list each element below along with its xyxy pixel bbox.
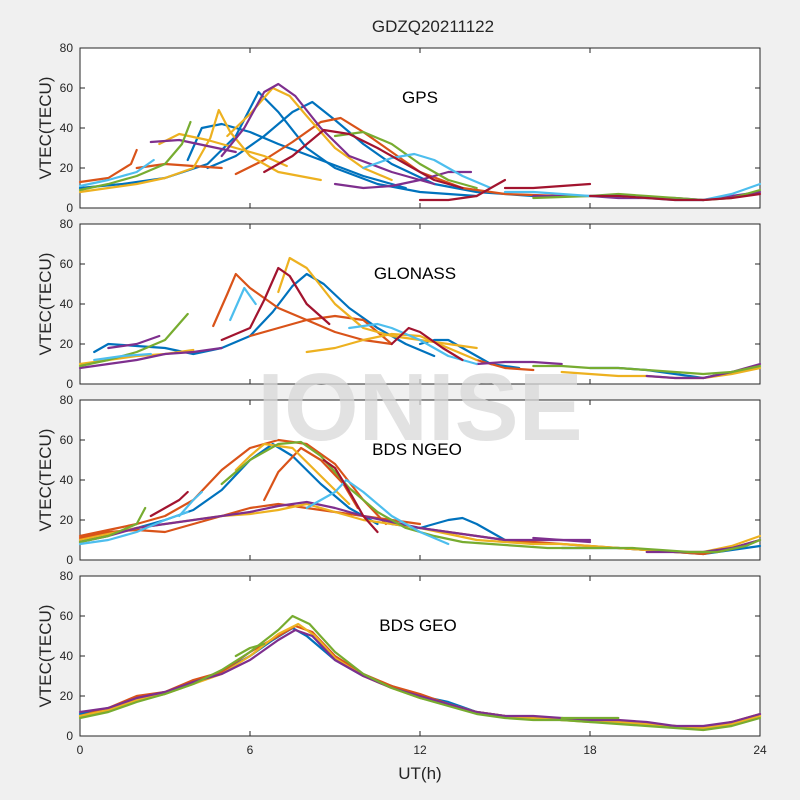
series-group bbox=[78, 256, 762, 380]
series-line-12 bbox=[475, 360, 563, 366]
series-line-8 bbox=[234, 442, 351, 506]
y-axis-label: VTEC(TECU) bbox=[36, 429, 55, 532]
series-line-1 bbox=[186, 122, 407, 190]
series-line-13 bbox=[220, 440, 762, 554]
series-line-16 bbox=[178, 490, 203, 518]
y-axis-label: VTEC(TECU) bbox=[36, 77, 55, 180]
series-line-12 bbox=[78, 506, 147, 544]
panel-0: 0 20 40 60 80 VTEC(TECU) GPS bbox=[36, 41, 762, 215]
series-line-7 bbox=[277, 256, 478, 350]
y-tick-label: 0 bbox=[66, 201, 73, 215]
series-line-0 bbox=[93, 272, 436, 358]
series-line-10 bbox=[78, 346, 223, 370]
series-group bbox=[78, 438, 762, 556]
series-line-6 bbox=[78, 108, 322, 194]
y-tick-label: 60 bbox=[60, 81, 74, 95]
series-line-10 bbox=[532, 536, 592, 542]
series-line-15 bbox=[305, 478, 450, 546]
series-line-4 bbox=[78, 148, 138, 184]
series-line-21 bbox=[503, 182, 592, 190]
y-tick-label: 40 bbox=[60, 121, 74, 135]
x-axis-label: UT(h) bbox=[398, 764, 441, 783]
y-tick-label: 60 bbox=[60, 609, 74, 623]
series-line-17 bbox=[348, 322, 478, 366]
y-tick-label: 60 bbox=[60, 433, 74, 447]
y-tick-label: 0 bbox=[66, 377, 73, 391]
y-tick-label: 20 bbox=[60, 161, 74, 175]
panel-3: 0 20 40 60 80 0 6 12 18 24 VTEC(TECU) UT(h) BDS GEO bbox=[36, 569, 767, 783]
series-group bbox=[78, 82, 762, 202]
series-line-10 bbox=[220, 82, 436, 186]
y-tick-label: 80 bbox=[60, 393, 74, 407]
series-line-15 bbox=[532, 364, 762, 376]
x-tick-label: 6 bbox=[247, 743, 254, 757]
y-axis-label: VTEC(TECU) bbox=[36, 253, 55, 356]
panel-2: 0 20 40 60 80 VTEC(TECU) BDS NGEO bbox=[36, 393, 762, 567]
series-line-4 bbox=[78, 614, 762, 732]
watermark: IONISE bbox=[257, 354, 582, 461]
y-tick-label: 0 bbox=[66, 553, 73, 567]
series-line-20 bbox=[418, 178, 507, 202]
y-tick-label: 20 bbox=[60, 513, 74, 527]
series-line-6 bbox=[234, 642, 266, 658]
series-line-14 bbox=[78, 510, 189, 546]
plot-area bbox=[79, 223, 761, 385]
series-line-14 bbox=[333, 130, 478, 190]
series-line-3 bbox=[212, 272, 393, 346]
series-line-9 bbox=[149, 138, 237, 154]
y-tick-label: 80 bbox=[60, 217, 74, 231]
series-line-5 bbox=[475, 358, 535, 372]
y-tick-label: 0 bbox=[66, 729, 73, 743]
x-tick-label: 18 bbox=[583, 743, 597, 757]
series-line-9 bbox=[78, 500, 592, 544]
series-line-19 bbox=[263, 128, 464, 190]
series-line-8 bbox=[305, 332, 478, 362]
series-line-5 bbox=[135, 162, 223, 170]
series-group bbox=[78, 614, 762, 732]
series-line-11 bbox=[333, 170, 473, 190]
x-tick-label: 12 bbox=[413, 743, 427, 757]
plot-area bbox=[79, 575, 761, 737]
y-tick-label: 60 bbox=[60, 257, 74, 271]
series-line-16 bbox=[78, 158, 155, 188]
series-line-20 bbox=[390, 326, 464, 362]
series-line-18 bbox=[149, 490, 189, 518]
y-tick-label: 20 bbox=[60, 337, 74, 351]
series-line-7 bbox=[158, 132, 288, 168]
series-line-17 bbox=[362, 152, 492, 190]
figure-title: GDZQ20211122 bbox=[372, 17, 494, 36]
series-line-13 bbox=[78, 120, 192, 192]
series-line-17 bbox=[322, 458, 379, 534]
panel-label: GLONASS bbox=[374, 264, 456, 283]
plot-area bbox=[79, 47, 761, 209]
y-tick-label: 40 bbox=[60, 473, 74, 487]
y-tick-label: 80 bbox=[60, 41, 74, 55]
x-tick-label: 0 bbox=[77, 743, 84, 757]
y-axis-label: VTEC(TECU) bbox=[36, 605, 55, 708]
series-line-18 bbox=[93, 352, 152, 362]
series-line-14 bbox=[78, 312, 189, 368]
x-tick-label: 24 bbox=[753, 743, 767, 757]
series-line-22 bbox=[588, 192, 762, 202]
panel-label: BDS GEO bbox=[379, 616, 456, 635]
panel-label: GPS bbox=[402, 88, 438, 107]
y-tick-label: 20 bbox=[60, 689, 74, 703]
y-tick-label: 40 bbox=[60, 649, 74, 663]
series-line-11 bbox=[107, 334, 161, 350]
y-tick-label: 80 bbox=[60, 569, 74, 583]
panel-label: BDS NGEO bbox=[372, 440, 462, 459]
series-line-19 bbox=[220, 266, 331, 342]
panel-1: 0 20 40 60 80 VTEC(TECU) GLONASS bbox=[36, 217, 762, 391]
y-tick-label: 40 bbox=[60, 297, 74, 311]
series-line-16 bbox=[229, 286, 257, 322]
